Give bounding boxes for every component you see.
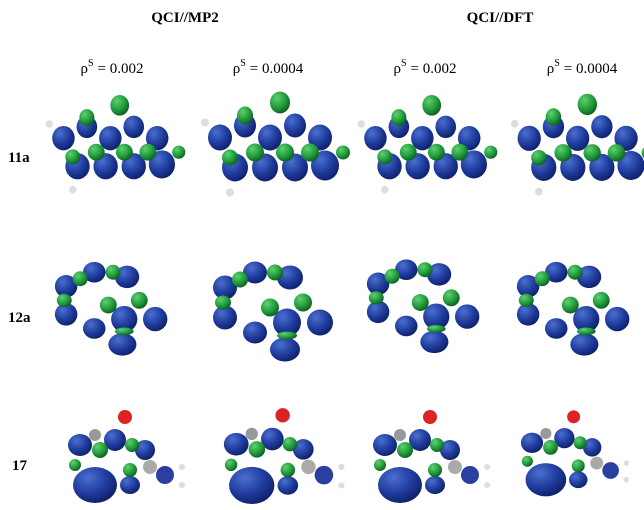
orbital-image [511,94,644,196]
column-header: ρS = 0.002 [393,58,456,77]
column-header: ρS = 0.0004 [547,58,618,77]
threshold: = 0.002 [411,61,457,77]
orbital-image [55,262,168,356]
orbital-image [68,410,185,503]
method-title: QCI//MP2 [151,10,219,26]
rho: ρ [80,61,88,77]
superscript: S [401,58,407,69]
column-header: ρS = 0.0004 [233,58,304,77]
column-header: ρS = 0.002 [80,58,143,77]
orbital-image [213,262,333,362]
row-label: 12a [8,310,31,326]
orbital-image [373,410,490,503]
orbital-image [201,92,350,197]
orbital-image [367,259,480,353]
threshold: = 0.002 [98,61,144,77]
orbital-image [521,410,629,496]
rho: ρ [233,61,241,77]
row-label: 17 [12,458,28,474]
rho: ρ [393,61,401,77]
rho: ρ [547,61,555,77]
method-title: QCI//DFT [467,10,534,26]
orbital-image [517,262,630,356]
orbital-image [358,95,498,193]
figure: QCI//MP2 QCI//DFT ρS= 0.002 ρS= 0.0004 ρ… [0,0,644,510]
threshold: = 0.0004 [250,61,304,77]
superscript: S [88,58,94,69]
threshold: = 0.0004 [564,61,618,77]
orbital-image [224,408,345,504]
superscript: S [554,58,560,69]
row-label: 11a [8,150,30,166]
superscript: S [240,58,246,69]
orbital-image [46,95,186,193]
